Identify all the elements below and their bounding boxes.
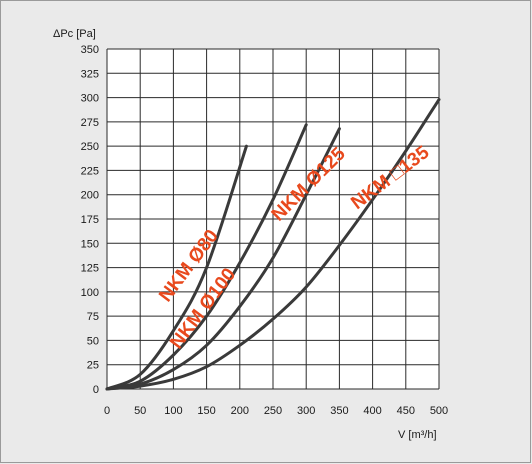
y-tick-label: 200 — [81, 190, 99, 202]
y-tick-label: 75 — [87, 311, 99, 323]
x-tick-label: 350 — [330, 405, 348, 417]
series-curves — [105, 98, 441, 391]
y-tick-label: 125 — [81, 263, 99, 275]
y-tick-label: 325 — [81, 68, 99, 80]
y-tick-label: 50 — [87, 335, 99, 347]
y-tick-label: 225 — [81, 165, 99, 177]
x-tick-label: 0 — [104, 405, 110, 417]
x-axis-label: V [m³/h] — [398, 429, 437, 441]
y-tick-label: 175 — [81, 214, 99, 226]
x-tick-label: 450 — [397, 405, 415, 417]
y-tick-label: 150 — [81, 238, 99, 250]
x-tick-label: 400 — [363, 405, 381, 417]
y-tick-label: 250 — [81, 141, 99, 153]
series-curve — [105, 123, 308, 391]
series-curve — [105, 98, 441, 391]
x-tick-label: 500 — [430, 405, 448, 417]
x-tick-label: 50 — [134, 405, 146, 417]
series-curve — [105, 144, 248, 391]
y-tick-label: 350 — [81, 44, 99, 56]
x-tick-label: 200 — [231, 405, 249, 417]
series-curve — [105, 127, 341, 391]
grid — [106, 48, 440, 390]
y-tick-label: 25 — [87, 360, 99, 372]
x-tick-label: 150 — [197, 405, 215, 417]
x-tick-label: 100 — [164, 405, 182, 417]
y-tick-label: 275 — [81, 117, 99, 129]
y-tick-label: 300 — [81, 93, 99, 105]
x-tick-label: 300 — [297, 405, 315, 417]
y-tick-labels: 0 25 50 75 100 125 150 175 200 225 250 275 300 325 350 — [81, 44, 99, 396]
x-tick-label: 250 — [264, 405, 282, 417]
y-tick-label: 100 — [81, 287, 99, 299]
x-tick-labels: 0 50 100 150 200 250 300 350 400 450 500 — [104, 405, 448, 417]
y-tick-label: 0 — [93, 384, 99, 396]
y-axis-label: ΔPc [Pa] — [53, 28, 96, 40]
